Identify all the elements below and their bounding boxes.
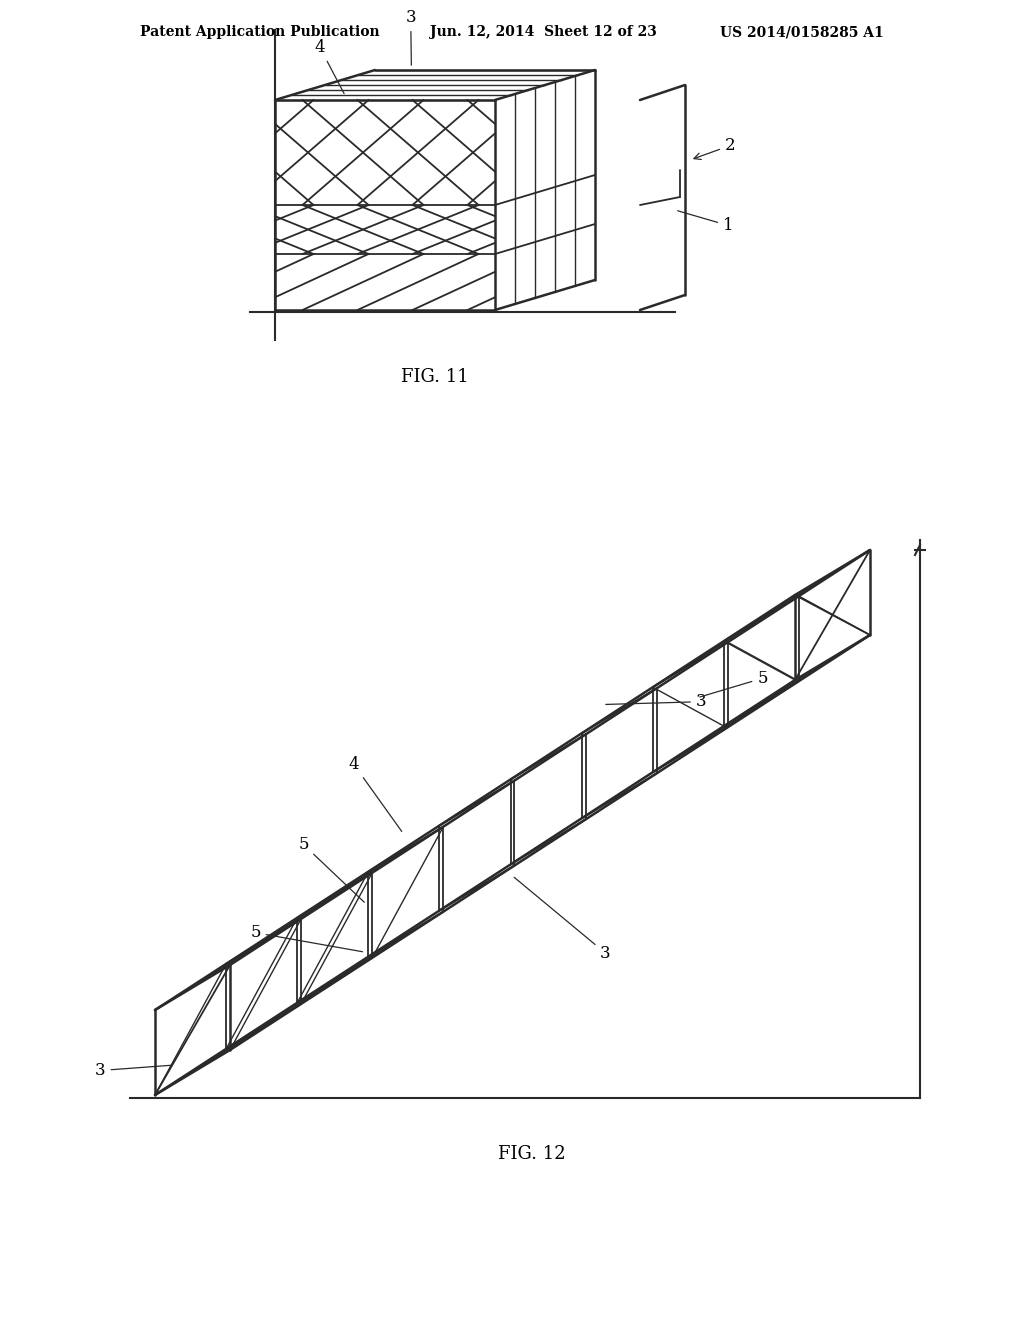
Text: 1: 1 <box>678 211 733 234</box>
Text: 5: 5 <box>250 924 362 952</box>
Text: US 2014/0158285 A1: US 2014/0158285 A1 <box>720 25 884 40</box>
Text: 3: 3 <box>406 9 416 65</box>
Text: 3: 3 <box>514 878 610 961</box>
Text: 3: 3 <box>95 1063 172 1078</box>
Text: 5: 5 <box>298 836 365 903</box>
Text: Jun. 12, 2014  Sheet 12 of 23: Jun. 12, 2014 Sheet 12 of 23 <box>430 25 656 40</box>
Text: Patent Application Publication: Patent Application Publication <box>140 25 380 40</box>
Text: FIG. 11: FIG. 11 <box>401 368 469 385</box>
Text: 4: 4 <box>314 40 344 94</box>
Text: 2: 2 <box>694 137 735 160</box>
Text: 4: 4 <box>348 755 401 832</box>
Text: 5: 5 <box>699 669 768 697</box>
Text: FIG. 12: FIG. 12 <box>499 1144 566 1163</box>
Text: 3: 3 <box>606 693 707 710</box>
